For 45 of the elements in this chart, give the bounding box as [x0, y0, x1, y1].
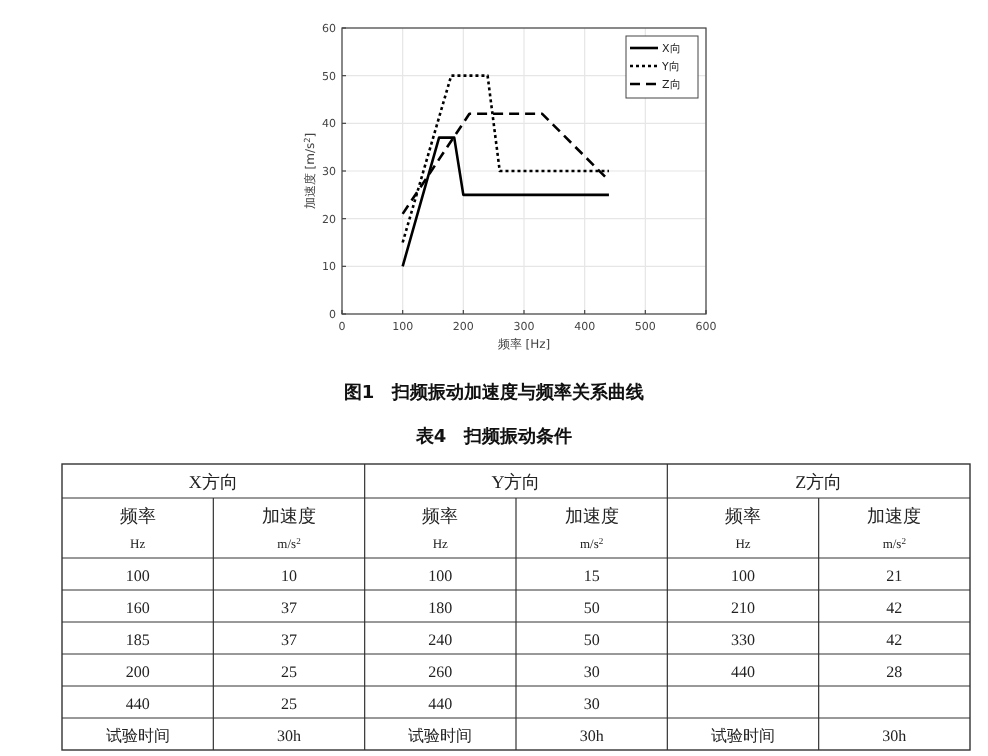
text: 频率	[119, 506, 156, 526]
text: 加速度	[867, 506, 922, 526]
text: 180	[428, 599, 453, 617]
text: 440	[731, 663, 755, 681]
text: 210	[731, 599, 755, 617]
text: 表4 扫频振动条件	[413, 426, 573, 448]
text: 440	[125, 695, 150, 713]
text: 160	[125, 599, 150, 617]
text: 15	[583, 567, 600, 585]
text: 30	[583, 695, 600, 713]
text: 100	[731, 567, 755, 585]
text: 260	[428, 663, 453, 681]
text: 200	[125, 663, 150, 681]
text: 10	[281, 567, 297, 585]
text: 25	[281, 695, 297, 713]
text: 加速度	[262, 506, 316, 526]
text: 50	[583, 599, 600, 617]
text: 30h	[882, 727, 907, 745]
text: 试验时间	[105, 727, 170, 745]
text: 100	[428, 567, 453, 585]
text: 440	[428, 695, 453, 713]
text: 37	[281, 631, 297, 649]
text: 25	[281, 663, 297, 681]
text: Z方向	[795, 472, 843, 492]
text: 21	[886, 567, 903, 585]
text: 42	[886, 599, 903, 617]
text: 240	[428, 631, 453, 649]
text: 频率	[422, 506, 459, 526]
text: 100	[125, 567, 150, 585]
caption: 图1 扫频振动加速度与频率关系曲线	[343, 382, 645, 404]
text: 37	[281, 599, 297, 617]
text: 50	[583, 631, 600, 649]
text: 试验时间	[408, 727, 473, 745]
text: X方向	[188, 472, 238, 492]
text: 42	[886, 631, 903, 649]
text: 330	[731, 631, 755, 649]
text: 28	[886, 663, 903, 681]
text: 30h	[277, 727, 301, 745]
text: 30	[583, 663, 600, 681]
text: 185	[125, 631, 150, 649]
text: 频率	[725, 506, 761, 526]
text: 试验时间	[711, 727, 775, 745]
text: 30h	[579, 727, 604, 745]
text: Y方向	[491, 472, 541, 492]
text: 加速度	[564, 506, 619, 526]
